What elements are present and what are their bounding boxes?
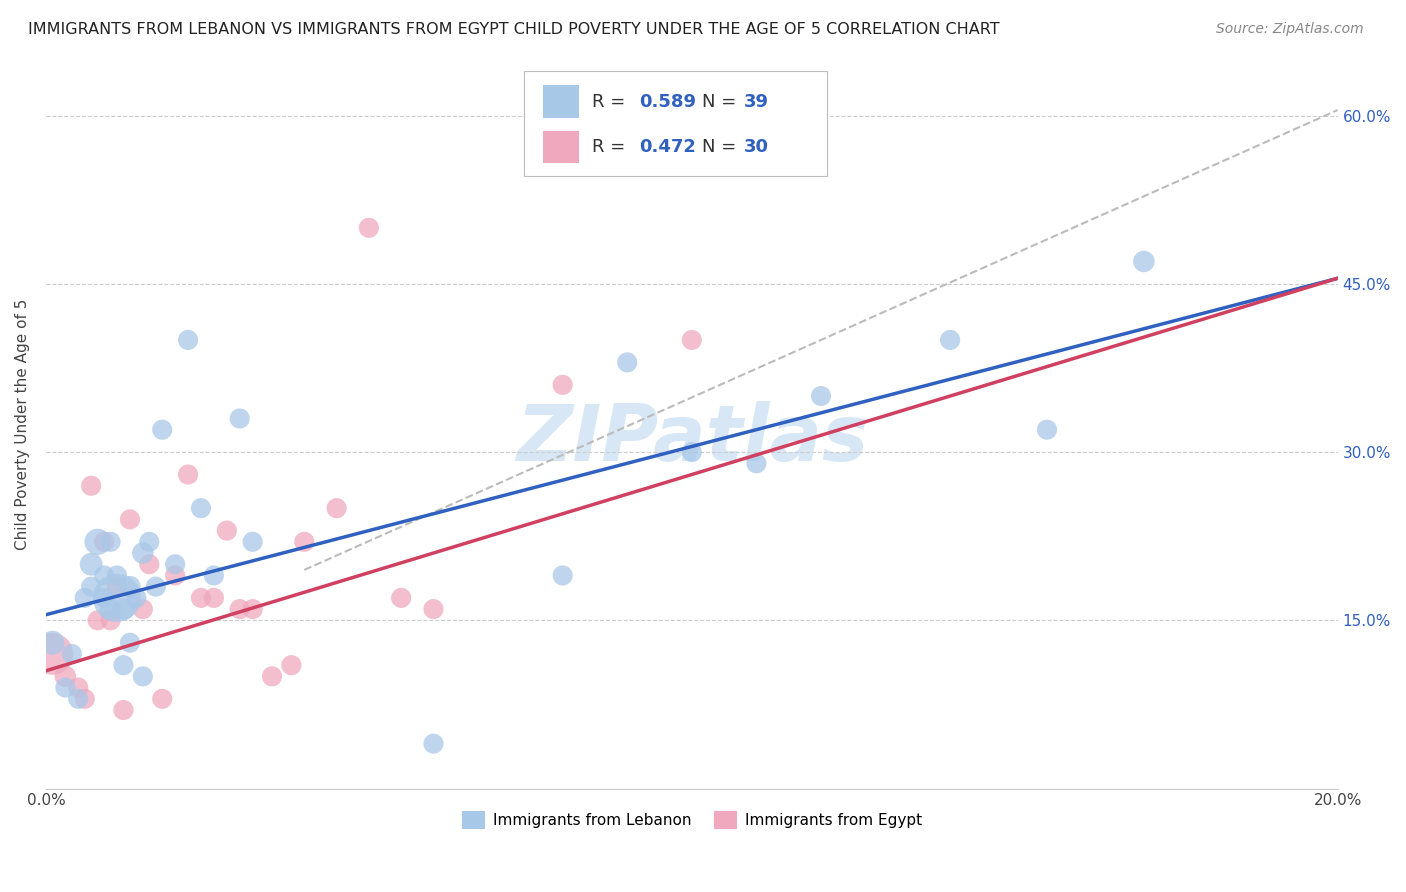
Point xyxy=(422,602,444,616)
Point xyxy=(53,669,76,683)
Point xyxy=(132,546,155,560)
Point xyxy=(190,591,212,605)
Text: ZIPatlas: ZIPatlas xyxy=(516,401,868,476)
Point xyxy=(67,691,90,706)
Point xyxy=(118,636,141,650)
Point xyxy=(745,456,768,470)
Point xyxy=(60,647,83,661)
Point xyxy=(41,636,63,650)
Text: 30: 30 xyxy=(744,138,769,156)
Point xyxy=(165,558,187,572)
Point xyxy=(86,534,108,549)
Point xyxy=(228,411,250,425)
Point xyxy=(1036,423,1059,437)
Point xyxy=(242,602,264,616)
Legend: Immigrants from Lebanon, Immigrants from Egypt: Immigrants from Lebanon, Immigrants from… xyxy=(456,805,928,836)
Text: R =: R = xyxy=(592,138,631,156)
Point xyxy=(112,703,135,717)
Point xyxy=(215,524,238,538)
Point xyxy=(260,669,283,683)
Point xyxy=(132,602,155,616)
Point xyxy=(93,591,115,605)
Point xyxy=(202,568,225,582)
Text: N =: N = xyxy=(702,93,742,111)
Point xyxy=(357,220,380,235)
Point xyxy=(125,591,148,605)
Point xyxy=(67,681,90,695)
Point xyxy=(138,558,160,572)
Point xyxy=(80,558,103,572)
FancyBboxPatch shape xyxy=(524,70,827,177)
Text: N =: N = xyxy=(702,138,742,156)
Text: Source: ZipAtlas.com: Source: ZipAtlas.com xyxy=(1216,22,1364,37)
Point xyxy=(73,591,96,605)
Point xyxy=(551,568,574,582)
Point xyxy=(177,333,200,347)
Point xyxy=(1133,254,1156,268)
Y-axis label: Child Poverty Under the Age of 5: Child Poverty Under the Age of 5 xyxy=(15,299,30,549)
Point xyxy=(41,647,63,661)
FancyBboxPatch shape xyxy=(543,130,579,163)
Point xyxy=(118,512,141,526)
Point xyxy=(202,591,225,605)
Point xyxy=(86,613,108,627)
Point xyxy=(389,591,412,605)
Text: 39: 39 xyxy=(744,93,769,111)
Point xyxy=(280,658,302,673)
Point xyxy=(112,602,135,616)
Point xyxy=(150,691,173,706)
Text: IMMIGRANTS FROM LEBANON VS IMMIGRANTS FROM EGYPT CHILD POVERTY UNDER THE AGE OF : IMMIGRANTS FROM LEBANON VS IMMIGRANTS FR… xyxy=(28,22,1000,37)
Point xyxy=(132,669,155,683)
Point xyxy=(112,658,135,673)
Point xyxy=(422,737,444,751)
Point xyxy=(292,534,315,549)
Point xyxy=(80,479,103,493)
Point xyxy=(551,377,574,392)
Point xyxy=(80,580,103,594)
Point xyxy=(118,580,141,594)
FancyBboxPatch shape xyxy=(543,86,579,119)
Text: 0.589: 0.589 xyxy=(638,93,696,111)
Point xyxy=(325,501,347,516)
Point xyxy=(177,467,200,482)
Point xyxy=(228,602,250,616)
Point xyxy=(93,568,115,582)
Point xyxy=(100,534,122,549)
Point xyxy=(242,534,264,549)
Point xyxy=(145,580,167,594)
Point xyxy=(93,534,115,549)
Point xyxy=(165,568,187,582)
Point xyxy=(105,591,128,605)
Point xyxy=(105,580,128,594)
Point xyxy=(138,534,160,549)
Point xyxy=(105,568,128,582)
Point xyxy=(100,602,122,616)
Point xyxy=(616,355,638,369)
Point xyxy=(681,445,703,459)
Point xyxy=(939,333,962,347)
Point xyxy=(150,423,173,437)
Point xyxy=(53,681,76,695)
Point xyxy=(100,613,122,627)
Point xyxy=(810,389,832,403)
Point xyxy=(73,691,96,706)
Point xyxy=(190,501,212,516)
Point xyxy=(681,333,703,347)
Text: 0.472: 0.472 xyxy=(638,138,696,156)
Text: R =: R = xyxy=(592,93,631,111)
